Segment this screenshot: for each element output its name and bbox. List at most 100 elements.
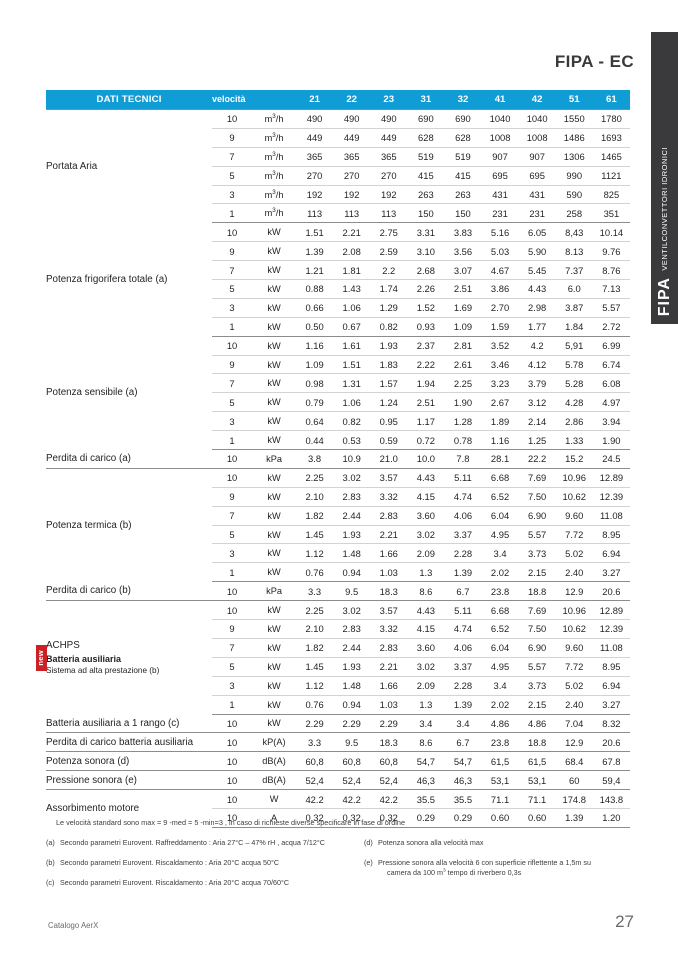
cell-value-42: 4.86 [518,714,556,734]
cell-value-61: 20.6 [592,732,630,753]
cell-value-51: 7.72 [555,525,593,545]
cell-value-61: 8.32 [592,714,630,734]
cell-value-41: 6.68 [481,468,519,488]
cell-value-32: 6.7 [444,732,482,753]
cell-unit: kP(A) [252,732,297,753]
cell-value-51: 10.96 [555,468,593,488]
cell-value-41: 2.67 [481,392,519,413]
cell-value-61: 12.89 [592,600,630,621]
cell-value-31: 1.94 [407,373,445,394]
row-label-text: Perdita di carico batteria ausiliaria [46,736,194,748]
cell-value-22: 9.5 [333,732,371,753]
cell-value-22: 0.53 [333,430,371,451]
cell-value-42: 907 [518,147,556,167]
cell-value-23: 1.66 [370,543,408,564]
cell-value-32: 2.28 [444,676,482,696]
cell-value-41: 6.04 [481,506,519,526]
cell-value-32: 2.25 [444,373,482,394]
footnote-item: (a) Secondo parametri Eurovent. Raffredda… [46,838,364,848]
table-row: Batteria ausiliaria a 1 rango (c) 10 kW 2.2… [46,714,630,734]
cell-value-32: 3.37 [444,525,482,545]
footnote-text-cont: camera da 100 m3 tempo di riverbero 0,3s [387,868,522,878]
cell-value-61: 7.13 [592,279,630,299]
cell-value-23: 2.59 [370,241,408,262]
cell-value-61: 11.08 [592,506,630,526]
footnote-item: (e) Pressione sonora alla velocità 6 con … [364,858,646,879]
cell-value-51: 990 [555,166,593,186]
cell-value-22: 2.44 [333,506,371,526]
cell-value-23: 192 [370,185,408,205]
table-row: 1 kW 0.50 0.67 0.82 0.93 1.09 1.59 1.77 1.84 2.72 [46,317,630,337]
cell-value-21: 3.3 [296,581,334,602]
cell-value-22: 449 [333,128,371,148]
cell-value-23: 1.74 [370,279,408,299]
cell-value-32: 5.11 [444,468,482,488]
cell-value-21: 0.76 [296,562,334,583]
cell-value-41: 2.70 [481,298,519,318]
row-label: Assorbimento motore [46,790,212,828]
cell-unit: m3/h [252,147,297,167]
cell-value-42: 1040 [518,109,556,129]
header-cell-model-23: 23 [370,90,408,110]
cell-unit: A [252,808,297,828]
cell-value-31: 3.31 [407,222,445,243]
cell-value-61: 8.76 [592,260,630,281]
cell-value-42: 4.12 [518,355,556,375]
cell-value-21: 2.29 [296,714,334,734]
cell-value-21: 1.09 [296,355,334,375]
cell-velocita: 3 [212,298,253,318]
table-row: 1 m3/h 113 113 113 150 150 231 231 258 351 [46,203,630,224]
row-label-line-2: Batteria ausiliaria [46,653,122,664]
cell-value-31: 4.15 [407,487,445,507]
cell-value-22: 2.08 [333,241,371,262]
cell-unit: kW [252,676,297,696]
footnote-text: Secondo parametri Eurovent. Raffreddamen… [60,837,325,847]
cell-value-51: 4.28 [555,392,593,413]
cell-value-51: 9.60 [555,506,593,526]
cell-value-51: 7.04 [555,714,593,734]
cell-unit: kW [252,657,297,677]
table-body: Portata Aria 10 m3/h 490 490 490 690 690 1040 104… [36,108,630,828]
cell-value-31: 263 [407,185,445,205]
cell-value-31: 2.26 [407,279,445,299]
cell-unit: m3/h [252,203,297,224]
cell-value-42: 3.12 [518,392,556,413]
cell-unit: kW [252,638,297,658]
cell-value-42: 0.60 [518,808,556,828]
cell-value-23: 18.3 [370,732,408,753]
cell-unit: kW [252,600,297,621]
cell-value-42: 53,1 [518,770,556,791]
cell-value-32: 150 [444,203,482,224]
footnotes-right-column: (d) Potenza sonora alla velocità max (e) Pr… [364,838,646,899]
cell-value-23: 2.83 [370,638,408,658]
cell-value-23: 365 [370,147,408,167]
header-cell-model-21: 21 [296,90,334,110]
cell-value-21: 0.88 [296,279,334,299]
row-label: Perdita di carico (b) [46,581,213,602]
cell-value-41: 4.86 [481,714,519,734]
cell-value-42: 7.69 [518,600,556,621]
table-row: Potenza sonora (d) 10 dB(A) 60,8 60,8 60,8 54,… [46,751,630,772]
cell-value-22: 365 [333,147,371,167]
footnote-marker: (b) [46,858,55,868]
cell-value-61: 1693 [592,128,630,148]
cell-value-31: 10.0 [407,449,445,469]
cell-unit: kW [252,222,297,243]
cell-value-61: 12.39 [592,487,630,507]
cell-value-51: 60 [555,770,593,791]
side-tab: VENTILCONVETTORI IDRONICI FIPA [651,32,678,324]
cell-value-21: 270 [296,166,334,186]
cell-value-41: 71.1 [481,789,519,809]
cell-velocita: 10 [212,600,253,621]
cell-value-41: 907 [481,147,519,167]
cell-value-42: 18.8 [518,581,556,602]
cell-value-31: 4.43 [407,468,445,488]
cell-unit: kW [252,298,297,318]
cell-value-32: 4.06 [444,638,482,658]
footnote-item: (c) Secondo parametri Eurovent. Riscaldam… [46,878,364,888]
cell-value-51: 7.37 [555,260,593,281]
cell-value-32: 4.74 [444,619,482,639]
cell-value-31: 4.43 [407,600,445,621]
cell-value-31: 150 [407,203,445,224]
cell-value-21: 1.12 [296,543,334,564]
